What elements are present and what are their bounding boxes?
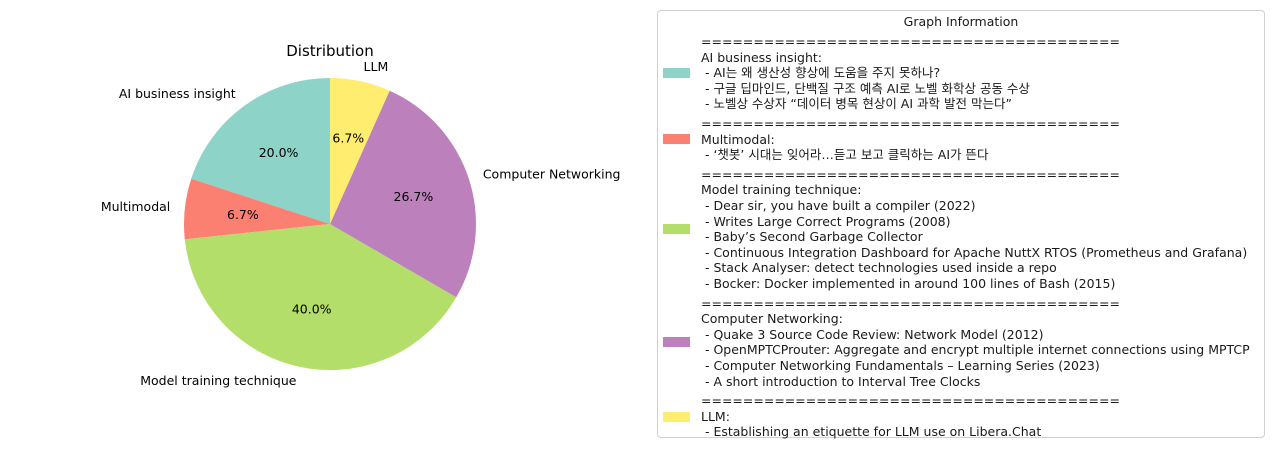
legend-line: AI business insight: xyxy=(701,49,823,65)
legend-line: - Stack Analyser: detect technologies us… xyxy=(701,260,1057,276)
legend-swatch xyxy=(663,134,690,145)
legend-line: - Writes Large Correct Programs (2008) xyxy=(701,213,951,229)
legend-line: ======================================== xyxy=(701,116,1120,131)
legend-line: - OpenMPTCProuter: Aggregate and encrypt… xyxy=(701,342,1250,358)
legend-line: - Computer Networking Fundamentals – Lea… xyxy=(701,357,1100,373)
legend-line: - Continuous Integration Dashboard for A… xyxy=(701,244,1248,260)
slice-label: Multimodal xyxy=(101,199,170,214)
slice-percent-label: 6.7% xyxy=(332,130,364,145)
pie-slice-model-training-technique xyxy=(184,224,457,371)
pie-slice-llm xyxy=(330,78,390,224)
legend-line: - Baby’s Second Garbage Collector xyxy=(701,229,923,245)
slice-percent-label: 40.0% xyxy=(292,302,332,317)
legend-entry: ========================================… xyxy=(658,393,1264,440)
legend-line: Multimodal: xyxy=(701,131,775,147)
legend-line: - Quake 3 Source Code Review: Network Mo… xyxy=(701,326,1044,342)
legend-entry: ========================================… xyxy=(658,167,1264,292)
legend-line: ======================================== xyxy=(701,166,1120,182)
legend-line: ======================================== xyxy=(701,393,1120,409)
pie-chart: Distribution AI business insight 20.0% Mul… xyxy=(101,42,621,388)
pie-slice-multimodal xyxy=(184,178,330,240)
legend-entry: ========================================… xyxy=(658,116,1264,163)
slice-label: Model training technique xyxy=(140,373,297,388)
pie-labels: AI business insight 20.0% Multimodal 6.7% Mo… xyxy=(101,59,621,388)
legend-line: - Establishing an etiquette for LLM use … xyxy=(701,424,1042,440)
legend-line: LLM: xyxy=(701,408,730,424)
legend-swatch xyxy=(663,411,690,422)
legend-line: Model training technique: xyxy=(701,182,862,198)
legend-title: Graph Information xyxy=(903,14,1019,29)
legend-line: - AI는 왜 생산성 향상에 도움을 주지 못하나? xyxy=(701,65,941,81)
slice-label: LLM xyxy=(364,59,389,74)
slice-percent-label: 6.7% xyxy=(227,207,259,222)
legend-entry: ========================================… xyxy=(658,34,1264,112)
slice-label: AI business insight xyxy=(119,86,236,101)
legend-line: Computer Networking: xyxy=(701,311,843,327)
legend-swatch xyxy=(663,337,690,348)
legend-line: - Bocker: Docker implemented in around 1… xyxy=(701,275,1116,291)
legend-line: - 노벨상 수상자 “데이터 병목 현상이 AI 과학 발전 막는다” xyxy=(701,96,1012,112)
legend-swatch xyxy=(663,224,690,235)
pie-slice-ai-business-insight xyxy=(191,78,330,224)
legend-line: ======================================== xyxy=(701,295,1120,311)
chart-title: Distribution xyxy=(286,42,374,60)
pie-slices xyxy=(184,78,476,371)
legend-line: - Dear sir, you have built a compiler (2… xyxy=(701,197,976,213)
slice-percent-label: 26.7% xyxy=(394,189,434,204)
legend-line: - A short introduction to Interval Tree … xyxy=(701,373,981,389)
slice-label: Computer Networking xyxy=(483,167,621,182)
legend-line: ======================================== xyxy=(701,34,1120,49)
legend-panel: Graph Information ======================… xyxy=(657,10,1265,440)
pie-slice-computer-networking xyxy=(330,90,476,298)
slice-percent-label: 20.0% xyxy=(259,145,299,160)
legend-entry: ========================================… xyxy=(658,296,1264,390)
legend-line: - ‘챗봇’ 시대는 잊어라…듣고 보고 클릭하는 AI가 뜬다 xyxy=(701,147,989,163)
legend-swatch xyxy=(663,68,690,78)
legend-line: - 구글 딥마인드, 단백질 구조 예측 AI로 노벨 화학상 공동 수상 xyxy=(701,80,1030,96)
